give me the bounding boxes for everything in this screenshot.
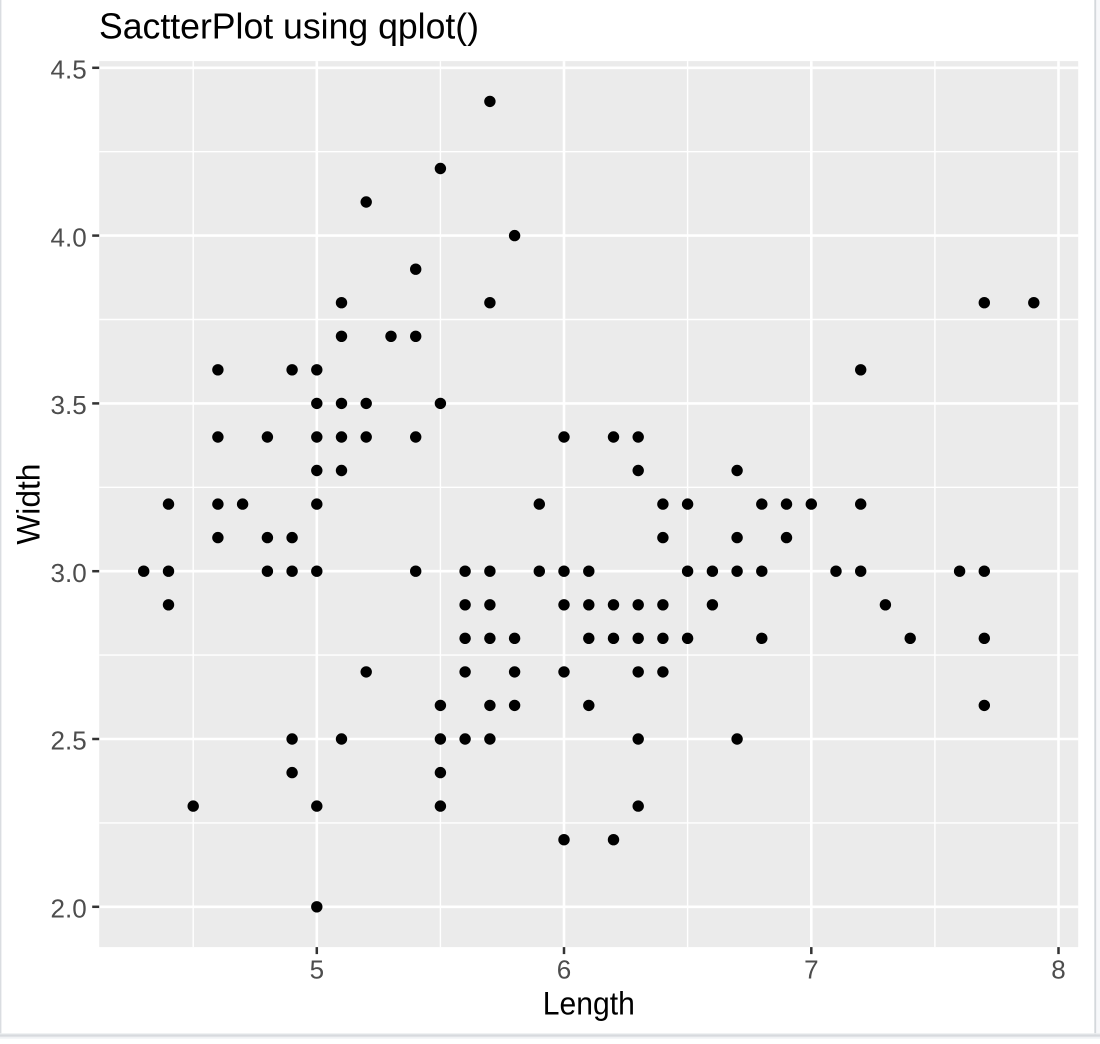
svg-text:SactterPlot using qplot(): SactterPlot using qplot() xyxy=(99,6,479,47)
svg-text:3.5: 3.5 xyxy=(51,390,87,420)
svg-text:4.5: 4.5 xyxy=(51,55,87,85)
svg-text:Length: Length xyxy=(543,986,635,1022)
svg-text:4.0: 4.0 xyxy=(51,222,87,252)
svg-text:3.0: 3.0 xyxy=(51,558,87,588)
svg-text:2.5: 2.5 xyxy=(51,726,87,756)
svg-text:5: 5 xyxy=(310,954,324,984)
svg-text:2.0: 2.0 xyxy=(51,894,87,924)
svg-text:6: 6 xyxy=(557,954,571,984)
svg-text:8: 8 xyxy=(1051,954,1065,984)
svg-text:Width: Width xyxy=(11,464,47,545)
svg-text:7: 7 xyxy=(804,954,818,984)
